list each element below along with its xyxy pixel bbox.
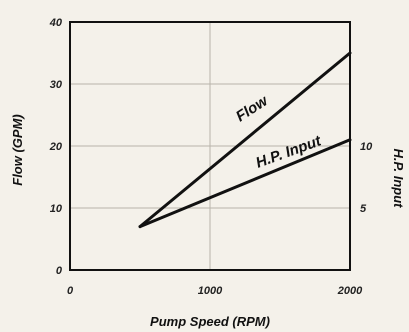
x-tick-0: 0 xyxy=(67,285,74,297)
plot-frame xyxy=(69,21,351,271)
y-axis-label-right: H.P. Input xyxy=(391,149,406,209)
series-line-h-p-input xyxy=(138,138,352,229)
y-left-tick-1: 10 xyxy=(50,203,63,215)
y-left-tick-4: 40 xyxy=(49,17,63,29)
y-axis-label-left: Flow (GPM) xyxy=(10,114,25,186)
y-left-tick-2: 20 xyxy=(49,141,63,153)
y-right-tick-0: 5 xyxy=(360,203,367,215)
y-left-tick-0: 0 xyxy=(56,265,63,277)
y-left-tick-3: 30 xyxy=(50,79,63,91)
series-line-flow xyxy=(138,51,352,229)
y-right-tick-1: 10 xyxy=(360,141,373,153)
x-tick-2: 2000 xyxy=(337,285,363,297)
x-tick-1: 1000 xyxy=(198,285,223,297)
tick-labels: 0 10 20 30 40 0 1000 2000 5 10 xyxy=(49,17,373,297)
x-axis-label: Pump Speed (RPM) xyxy=(150,314,270,329)
series-lines xyxy=(138,51,352,229)
series-label-flow: Flow xyxy=(233,92,272,126)
grid xyxy=(70,22,350,270)
